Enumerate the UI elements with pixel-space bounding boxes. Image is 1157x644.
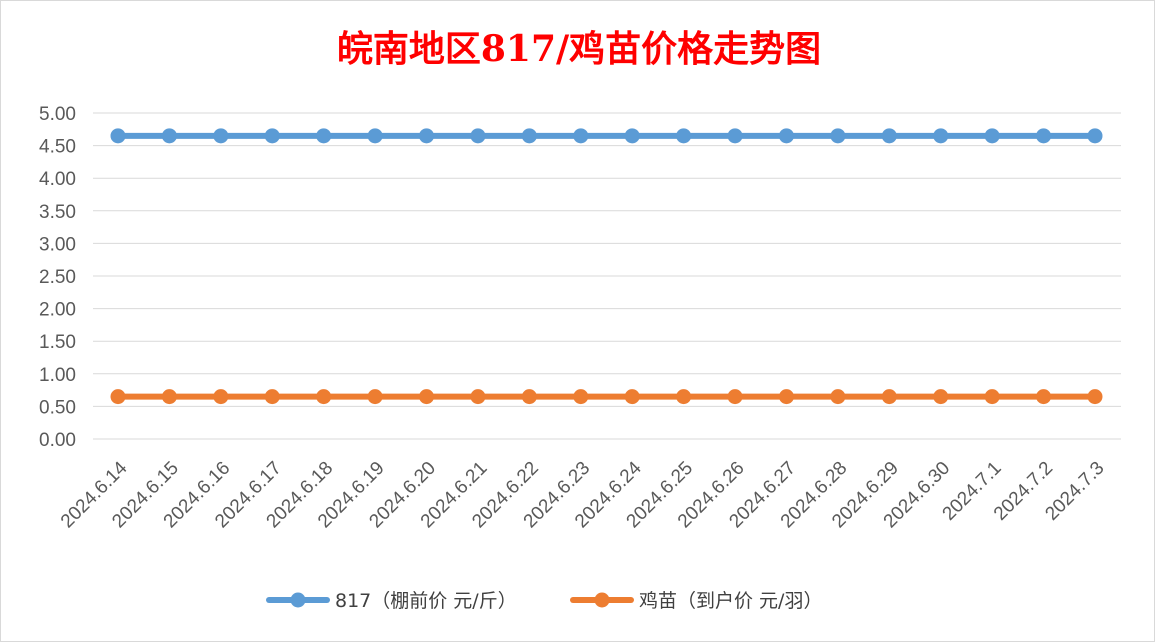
data-point[interactable] <box>984 389 1000 405</box>
data-point[interactable] <box>521 128 537 144</box>
data-point[interactable] <box>881 128 897 144</box>
y-tick-label: 0.00 <box>39 430 76 451</box>
legend-item[interactable]: 鸡苗（到户价 元/羽） <box>570 590 822 612</box>
data-point[interactable] <box>933 128 949 144</box>
data-point[interactable] <box>624 389 640 405</box>
y-tick-label: 2.50 <box>39 267 76 288</box>
data-point[interactable] <box>521 389 537 405</box>
y-tick-label: 5.00 <box>39 104 76 125</box>
data-point[interactable] <box>367 128 383 144</box>
data-point[interactable] <box>1036 389 1052 405</box>
data-point[interactable] <box>881 389 897 405</box>
data-point[interactable] <box>727 389 743 405</box>
data-point[interactable] <box>573 128 589 144</box>
y-tick-label: 3.00 <box>39 234 76 255</box>
legend-label: 鸡苗（到户价 元/羽） <box>639 590 822 612</box>
data-point[interactable] <box>1087 128 1103 144</box>
data-point[interactable] <box>264 389 280 405</box>
gridlines <box>93 112 1121 440</box>
data-point[interactable] <box>470 389 486 405</box>
y-tick-label: 0.50 <box>39 397 76 418</box>
data-point[interactable] <box>161 389 177 405</box>
data-point[interactable] <box>676 128 692 144</box>
data-point[interactable] <box>110 128 126 144</box>
data-point[interactable] <box>264 128 280 144</box>
series-lines <box>110 128 1103 405</box>
data-point[interactable] <box>624 128 640 144</box>
data-point[interactable] <box>110 389 126 405</box>
data-point[interactable] <box>316 128 332 144</box>
legend-marker-swatch <box>594 592 610 608</box>
data-point[interactable] <box>213 128 229 144</box>
y-tick-label: 2.00 <box>39 300 76 321</box>
data-point[interactable] <box>367 389 383 405</box>
legend-label: 817（棚前价 元/斤） <box>335 590 517 612</box>
y-axis-tick-labels: 0.00 0.50 1.00 1.50 2.00 2.50 3.00 3.50 4.00 4.50… <box>39 104 76 451</box>
data-point[interactable] <box>213 389 229 405</box>
data-point[interactable] <box>933 389 949 405</box>
data-point[interactable] <box>984 128 1000 144</box>
y-tick-label: 4.50 <box>39 137 76 158</box>
chart-title: 皖南地区817/鸡苗价格走势图 <box>337 28 821 70</box>
data-point[interactable] <box>1087 389 1103 405</box>
data-point[interactable] <box>830 128 846 144</box>
data-point[interactable] <box>727 128 743 144</box>
y-tick-label: 1.50 <box>39 332 76 353</box>
y-tick-label: 4.00 <box>39 169 76 190</box>
x-axis-tick-labels: 2024.6.142024.6.152024.6.162024.6.172024… <box>57 457 1109 532</box>
data-point[interactable] <box>316 389 332 405</box>
legend-item[interactable]: 817（棚前价 元/斤） <box>266 590 517 612</box>
series-1 <box>110 389 1103 405</box>
data-point[interactable] <box>419 389 435 405</box>
series-0 <box>110 128 1103 144</box>
data-point[interactable] <box>676 389 692 405</box>
y-tick-label: 1.00 <box>39 365 76 386</box>
y-tick-label: 3.50 <box>39 202 76 223</box>
legend-marker-swatch <box>290 592 306 608</box>
legend[interactable]: 817（棚前价 元/斤） 鸡苗（到户价 元/羽） <box>266 590 822 612</box>
data-point[interactable] <box>470 128 486 144</box>
data-point[interactable] <box>573 389 589 405</box>
data-point[interactable] <box>778 128 794 144</box>
data-point[interactable] <box>778 389 794 405</box>
data-point[interactable] <box>830 389 846 405</box>
data-point[interactable] <box>1036 128 1052 144</box>
data-point[interactable] <box>161 128 177 144</box>
data-point[interactable] <box>419 128 435 144</box>
